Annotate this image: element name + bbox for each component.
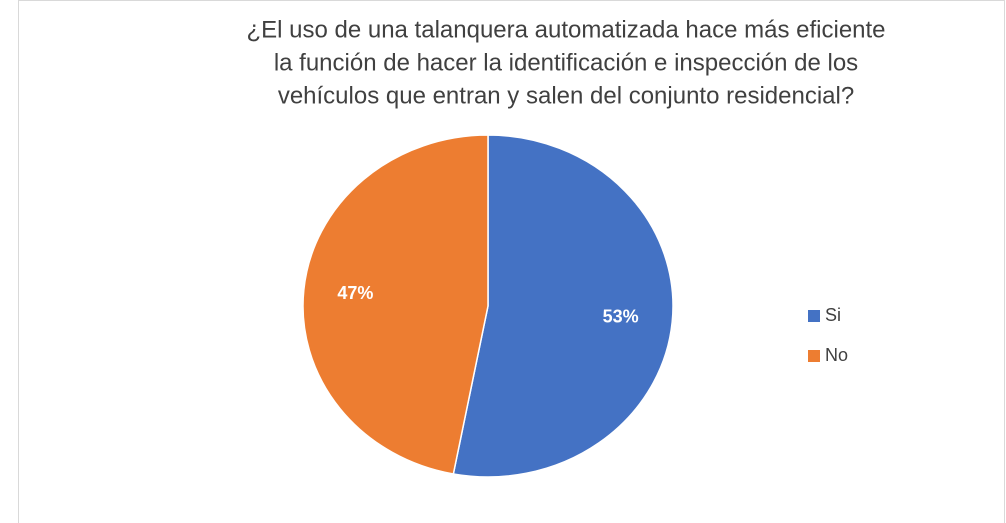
chart-title: ¿El uso de una talanquera automatizada h… [246,16,885,43]
chart-title: la función de hacer la identificación e … [274,49,858,76]
legend-swatch [808,350,820,362]
legend-label: Si [825,305,841,325]
data-label: 53% [603,306,639,326]
legend-label: No [825,345,848,365]
data-label: 47% [337,283,373,303]
pie-slice [452,134,674,478]
pie-slice [302,134,489,475]
legend-swatch [808,310,820,322]
chart-title: vehículos que entran y salen del conjunt… [278,82,854,109]
